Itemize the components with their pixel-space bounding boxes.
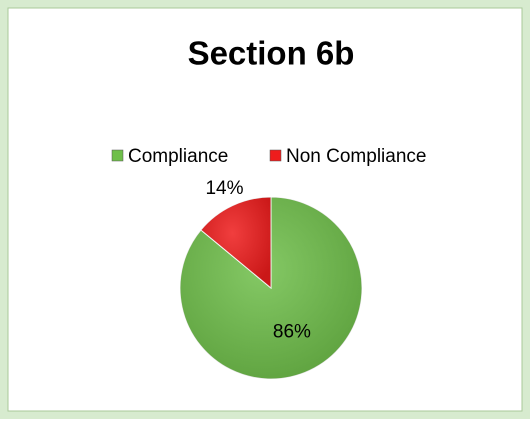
legend-swatch	[111, 149, 124, 162]
slice-shade	[200, 197, 271, 288]
legend-label: Compliance	[128, 146, 228, 167]
chart-title: Section 6b	[188, 35, 355, 72]
data-label: 14%	[205, 178, 243, 199]
legend-label: Non Compliance	[286, 146, 426, 167]
legend-swatch	[269, 149, 282, 162]
data-label: 86%	[273, 321, 311, 342]
